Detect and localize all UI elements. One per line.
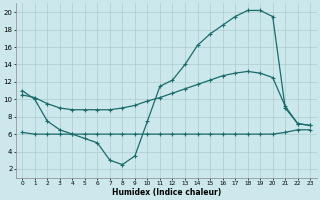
X-axis label: Humidex (Indice chaleur): Humidex (Indice chaleur): [112, 188, 221, 197]
